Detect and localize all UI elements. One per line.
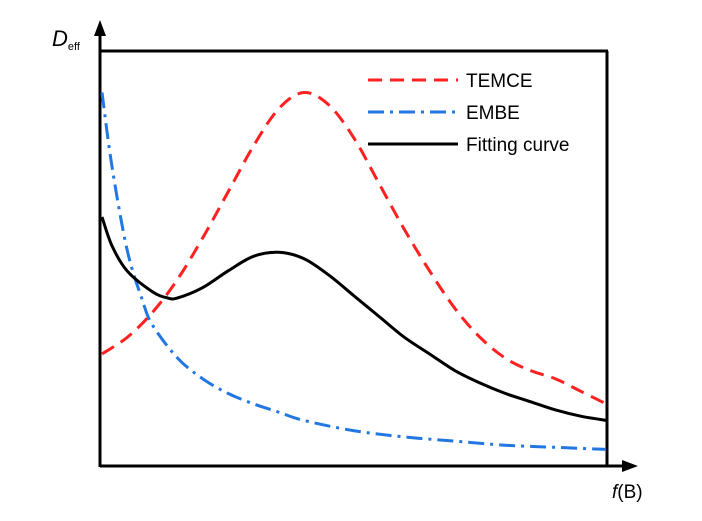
- y-axis-label: Deff: [52, 26, 81, 53]
- y-axis-label-subscript: eff: [68, 41, 81, 53]
- y-axis-arrow: [94, 20, 106, 36]
- series-line-temce: [101, 90, 607, 406]
- x-axis-label-rest: (B): [617, 482, 642, 503]
- x-axis-label-italic: f: [612, 482, 619, 503]
- legend-label-fitting-curve: Fitting curve: [466, 135, 569, 156]
- legend-label-embe: EMBE: [466, 103, 520, 124]
- series-line-fitting-curve: [100, 216, 607, 422]
- y-axis-label-main: D: [52, 26, 68, 51]
- legend: TEMCE EMBE Fitting curve: [368, 71, 569, 156]
- x-axis-label: f(B): [612, 482, 643, 503]
- x-axis-arrow: [622, 460, 638, 472]
- legend-label-temce: TEMCE: [466, 71, 533, 92]
- series-layer: [100, 90, 607, 451]
